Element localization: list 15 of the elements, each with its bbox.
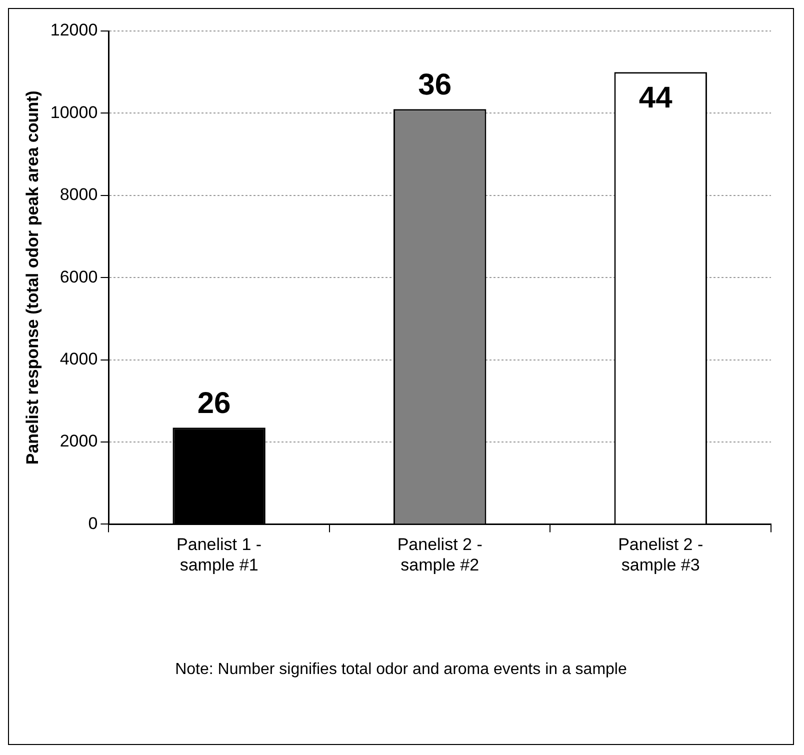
annotation: 44	[638, 81, 673, 114]
y-tick-label: 6000	[60, 267, 98, 286]
y-tick-label: 12000	[50, 20, 98, 40]
y-tick-label: 4000	[60, 349, 98, 368]
x-tick-label: Panelist 2 - sample #2	[397, 535, 482, 574]
text: Note: Number signifies total odor and aroma events in a sample	[174, 661, 628, 679]
y-tick-label: 8000	[60, 185, 98, 204]
x-tick-label: Panelist 2 - sample #3	[618, 535, 704, 574]
y-tick-label: 10000	[50, 102, 98, 122]
annotation: 26	[197, 386, 231, 420]
x-tick-label: Panelist 1 - sample #1	[176, 535, 262, 574]
y-tick-label: 2000	[60, 432, 98, 451]
y-tick-label: 0	[88, 514, 98, 533]
y-axis-title: Panelist response (total odor peak area count)	[22, 90, 42, 465]
annotation: 36	[418, 68, 452, 102]
